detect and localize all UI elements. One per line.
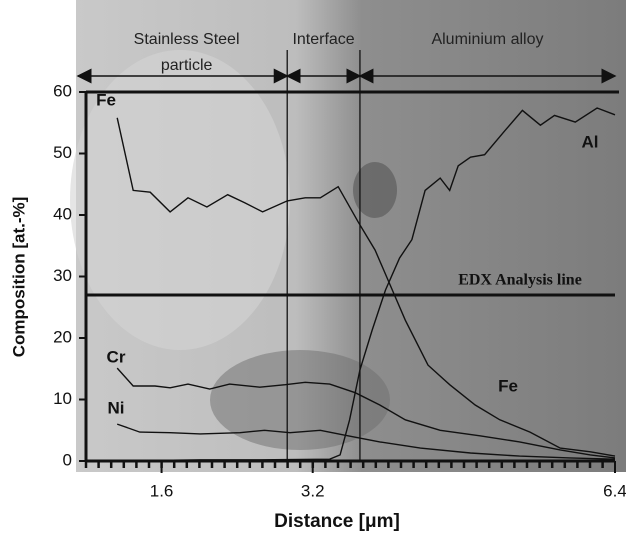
region-label: Aluminium alloy (431, 31, 543, 48)
analysis-label: EDX Analysis line (458, 272, 582, 289)
y-tick-label: 40 (53, 204, 72, 223)
series-label: Cr (107, 347, 126, 366)
y-axis-label: Composition [at.-%] (9, 197, 28, 358)
series-label: Fe (96, 90, 116, 109)
region-label: particle (161, 57, 213, 74)
chart: Composition [at.-%] Distance [μm] 0 10 20 3… (0, 0, 626, 537)
series-label: Al (582, 132, 599, 151)
x-tick-label: 6.4 (603, 481, 626, 500)
region-label: Interface (292, 31, 354, 48)
y-tick-label: 50 (53, 143, 72, 162)
x-tick-label: 1.6 (150, 481, 174, 500)
y-tick-label: 10 (53, 389, 72, 408)
x-axis-label: Distance [μm] (274, 511, 400, 532)
y-tick-label: 20 (53, 327, 72, 346)
y-tick-label: 30 (53, 266, 72, 285)
micrograph-feature (210, 350, 390, 450)
region-label: Stainless Steel (134, 31, 240, 48)
series-label: Fe (498, 376, 518, 395)
y-tick-label: 60 (53, 81, 72, 100)
x-tick-label: 3.2 (301, 481, 325, 500)
series-label: Ni (108, 398, 125, 417)
y-tick-label: 0 (63, 450, 72, 469)
